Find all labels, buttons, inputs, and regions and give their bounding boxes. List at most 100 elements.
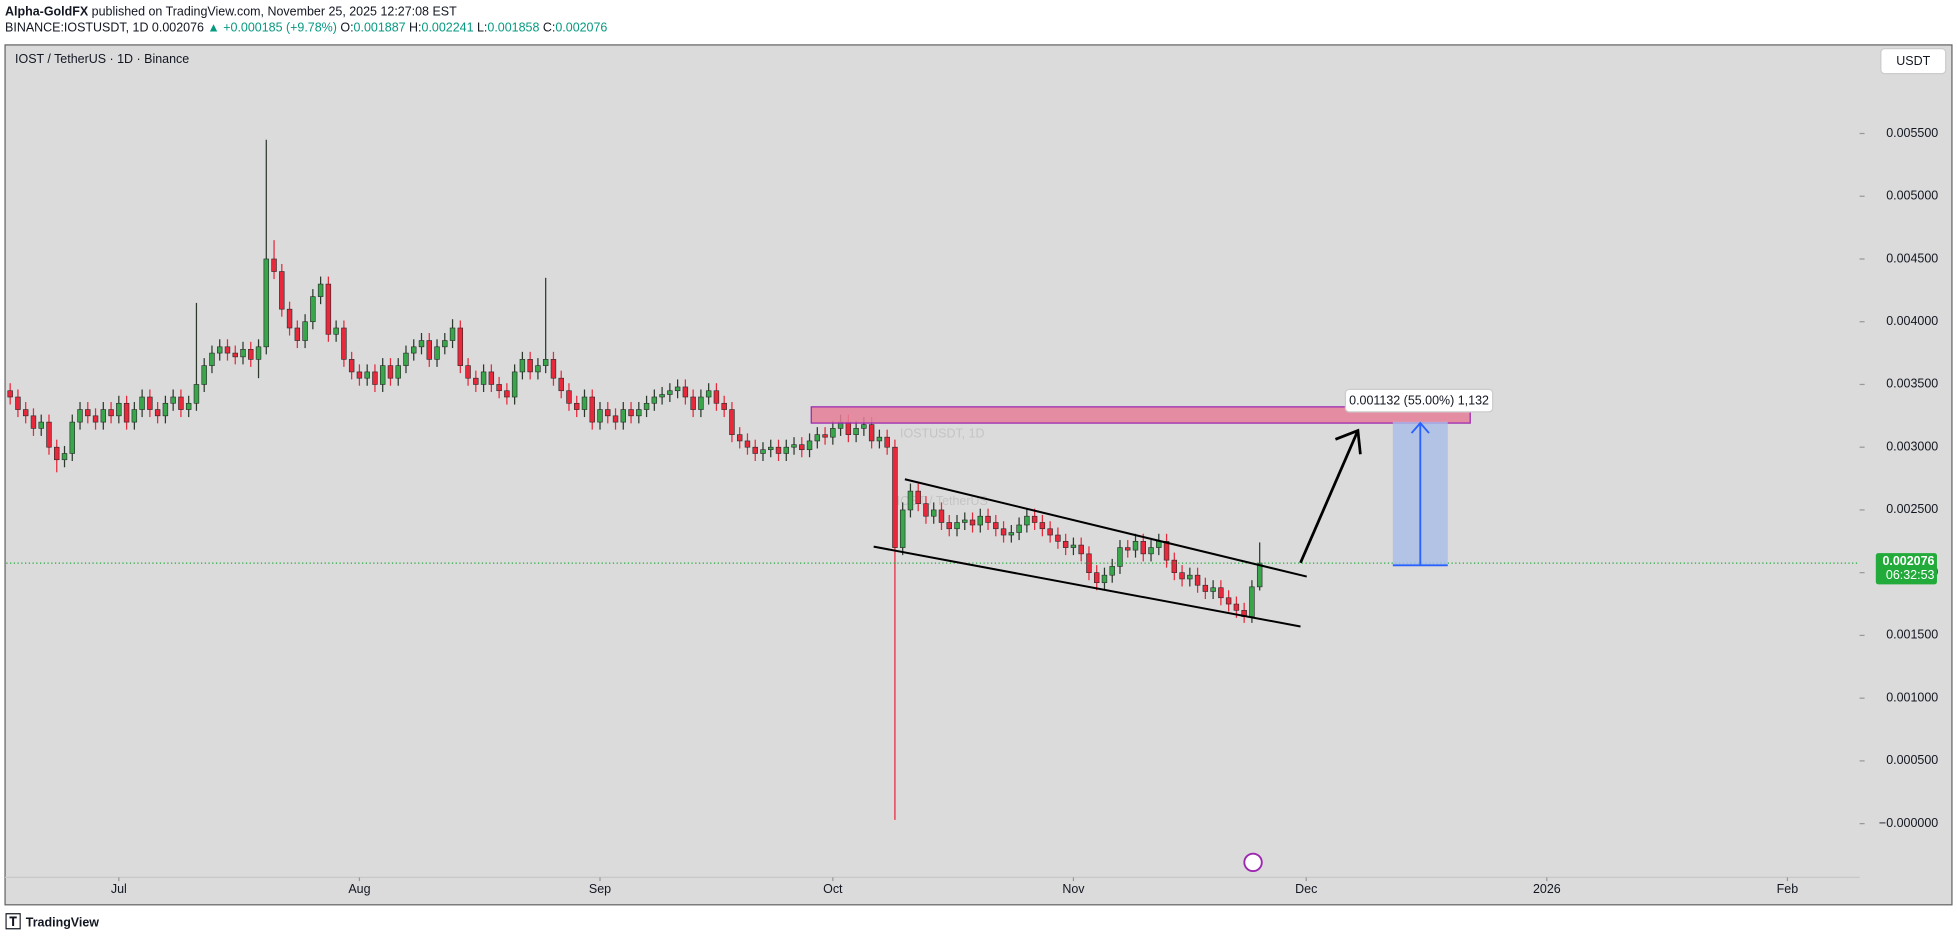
candle-body <box>923 503 929 517</box>
candle-body <box>1047 528 1053 536</box>
event-icon[interactable] <box>1243 852 1263 873</box>
candle-body <box>1062 540 1069 548</box>
channel-lower <box>873 545 1301 628</box>
candle-body <box>946 522 952 530</box>
candle-body <box>1016 524 1022 533</box>
candle-body <box>884 436 890 448</box>
candle-body <box>1101 574 1108 584</box>
candle-body <box>1117 547 1123 567</box>
candle-body <box>775 446 782 454</box>
candle-body <box>814 434 821 442</box>
candle-body <box>473 377 479 385</box>
candle-body <box>61 453 68 461</box>
last-price-box <box>1875 553 1937 585</box>
candle-body <box>736 434 743 442</box>
candle-body <box>845 421 852 435</box>
arrow-head <box>1334 428 1362 455</box>
candle-body <box>1055 534 1061 542</box>
candle-body <box>22 409 29 417</box>
candle-body <box>651 396 658 404</box>
candle-body <box>201 365 207 385</box>
candle-body <box>15 396 21 410</box>
candle-body <box>620 409 627 423</box>
candle-body <box>449 327 456 341</box>
candle-body <box>154 409 161 417</box>
candle-body <box>550 359 557 379</box>
candle-body <box>636 409 642 417</box>
candle-body <box>193 384 200 404</box>
candle-body <box>698 396 704 410</box>
candle-body <box>791 444 797 448</box>
y-tick-label: 0.001500 <box>1886 628 1938 642</box>
candle-body <box>1249 586 1255 617</box>
currency-button[interactable] <box>1880 48 1947 75</box>
candle-body <box>853 428 859 435</box>
candle-body <box>457 327 464 366</box>
candle-body <box>876 436 883 442</box>
candle-body <box>379 365 386 385</box>
candle-body <box>317 283 324 297</box>
candle-body <box>1039 522 1046 530</box>
candle-body <box>907 490 914 511</box>
candle-body <box>356 371 363 379</box>
o-value: 0.001887 <box>354 21 406 35</box>
y-tick-label: 0.004000 <box>1886 314 1938 328</box>
candle-body <box>286 308 293 329</box>
candle-body <box>1000 528 1007 536</box>
candle-body <box>830 428 836 438</box>
l-label: L: <box>477 21 487 35</box>
header-line-2: BINANCE:IOSTUSDT, 1D 0.002076 ▲ +0.00018… <box>5 21 607 35</box>
candle-body <box>744 440 751 448</box>
o-label: O: <box>340 21 353 35</box>
candle-body <box>519 359 526 373</box>
candle-body <box>348 359 355 373</box>
y-tick-label: 0.003000 <box>1886 439 1938 453</box>
published: published on TradingView.com, November 2… <box>92 5 457 19</box>
candle-body <box>1218 587 1224 599</box>
candle-body <box>248 349 254 360</box>
candle-body <box>364 371 370 379</box>
candle-body <box>612 415 619 423</box>
candle-body <box>170 396 176 404</box>
candle-body <box>418 340 425 348</box>
x-tick-label: Oct <box>823 882 843 896</box>
candle-body <box>729 409 735 435</box>
y-tick-label: 0.003500 <box>1886 377 1938 391</box>
brand: TradingView <box>26 916 100 930</box>
x-tick-label: 2026 <box>1533 882 1561 896</box>
candle-body <box>92 415 99 423</box>
candle-body <box>768 446 774 451</box>
candle-body <box>581 396 588 410</box>
currency[interactable]: USDT <box>1896 54 1930 68</box>
candle-body <box>574 402 580 410</box>
countdown: 06:32:53 <box>1886 568 1935 582</box>
candle-body <box>962 519 968 523</box>
candle-body <box>54 446 60 461</box>
x-tick-label: Feb <box>1777 882 1799 896</box>
header-line-1: Alpha-GoldFX published on TradingView.co… <box>5 5 457 19</box>
candle-body <box>1148 547 1154 555</box>
y-tick-label: 0.002500 <box>1886 502 1938 516</box>
candle-body <box>977 515 984 526</box>
candle-body <box>1031 515 1038 523</box>
candle-body <box>752 446 758 454</box>
candle-body <box>1194 574 1201 586</box>
candle-body <box>589 396 595 423</box>
candle-body <box>279 271 285 310</box>
candle-body <box>7 390 13 398</box>
l-value: 0.001858 <box>487 21 539 35</box>
measure-label-box <box>1344 388 1494 413</box>
candle-body <box>783 446 789 454</box>
arrow-shaft <box>1299 430 1360 564</box>
drawings: 0.001132 (55.00%) 1,132 <box>810 388 1494 873</box>
candle-body <box>1171 559 1178 573</box>
candle-body <box>372 371 378 385</box>
candle-body <box>263 258 270 348</box>
target-zone <box>810 406 1471 424</box>
candle-body <box>341 327 347 360</box>
candle-body <box>108 409 114 417</box>
logo-mark: 🅃 <box>5 914 26 932</box>
candle-body <box>426 340 432 360</box>
channel-upper <box>904 478 1307 578</box>
candle-body <box>480 371 487 385</box>
